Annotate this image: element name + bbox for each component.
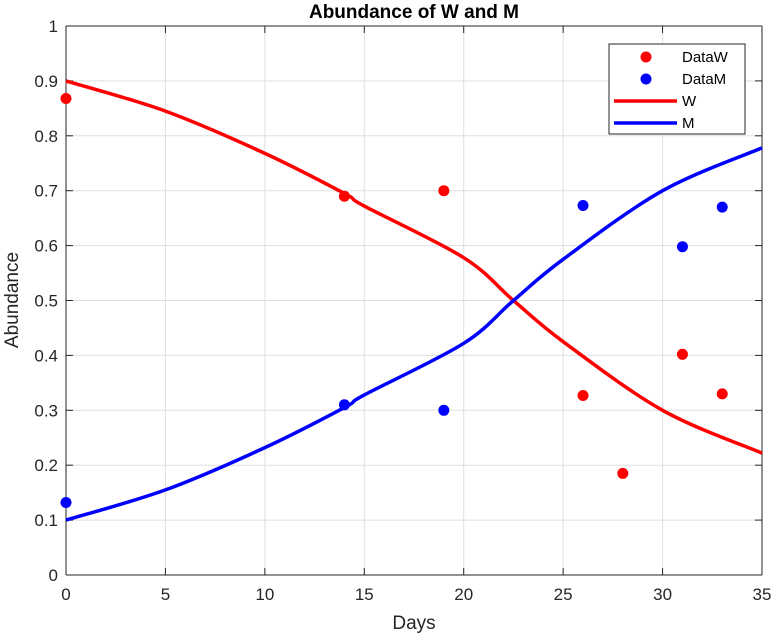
legend-marker-datam	[640, 73, 652, 85]
data-point-datam	[60, 497, 72, 509]
y-tick-label: 0.3	[34, 401, 58, 420]
grid	[66, 26, 762, 575]
x-tick-label: 10	[255, 585, 274, 604]
data-point-datam	[338, 399, 350, 411]
data-point-datam	[676, 241, 688, 253]
y-tick-label: 0.7	[34, 182, 58, 201]
x-tick-label: 30	[653, 585, 672, 604]
data-point-datam	[577, 200, 589, 212]
data-point-dataw	[338, 190, 350, 202]
x-axis-label: Days	[392, 613, 435, 634]
y-tick-label: 0.1	[34, 511, 58, 530]
y-tick-label: 0.9	[34, 72, 58, 91]
legend-label-m: M	[682, 115, 695, 132]
data-point-dataw	[438, 185, 450, 197]
x-tick-label: 0	[61, 585, 70, 604]
legend-label-dataw: DataW	[682, 49, 729, 66]
x-tick-label: 15	[355, 585, 374, 604]
y-tick-label: 0.5	[34, 292, 58, 311]
axes: 0 5 10 15 20 25 30 35 0 0.1 0.2 0.3 0.4 0.5 0.6 0.7 0.8 0…	[34, 17, 771, 604]
y-tick-label: 0.8	[34, 127, 58, 146]
y-axis-label: Abundance	[2, 252, 23, 348]
y-tick-label: 0	[49, 566, 58, 585]
x-tick-label: 20	[454, 585, 473, 604]
legend-box	[608, 43, 746, 135]
data-point-dataw	[577, 389, 589, 401]
data-point-dataw	[676, 348, 688, 360]
series-line-w	[65, 79, 763, 455]
chart-title: Abundance of W and M	[309, 2, 519, 23]
y-tick-label: 0.4	[34, 346, 58, 365]
x-tick-label: 5	[161, 585, 170, 604]
series	[60, 79, 763, 522]
series-line-m	[65, 146, 763, 522]
y-tick-label: 0.2	[34, 456, 58, 475]
legend-label-datam: DataM	[682, 71, 726, 88]
data-point-dataw	[617, 467, 629, 479]
y-tick-label: 0.6	[34, 237, 58, 256]
y-tick-label: 1	[49, 17, 58, 36]
legend: DataW DataM WM	[608, 43, 746, 135]
data-point-dataw	[60, 92, 72, 104]
legend-label-w: W	[682, 93, 697, 110]
legend-marker-dataw	[640, 51, 652, 63]
data-point-datam	[716, 201, 728, 213]
data-point-datam	[438, 404, 450, 416]
data-point-dataw	[716, 388, 728, 400]
x-tick-label: 35	[753, 585, 772, 604]
x-tick-label: 25	[554, 585, 573, 604]
